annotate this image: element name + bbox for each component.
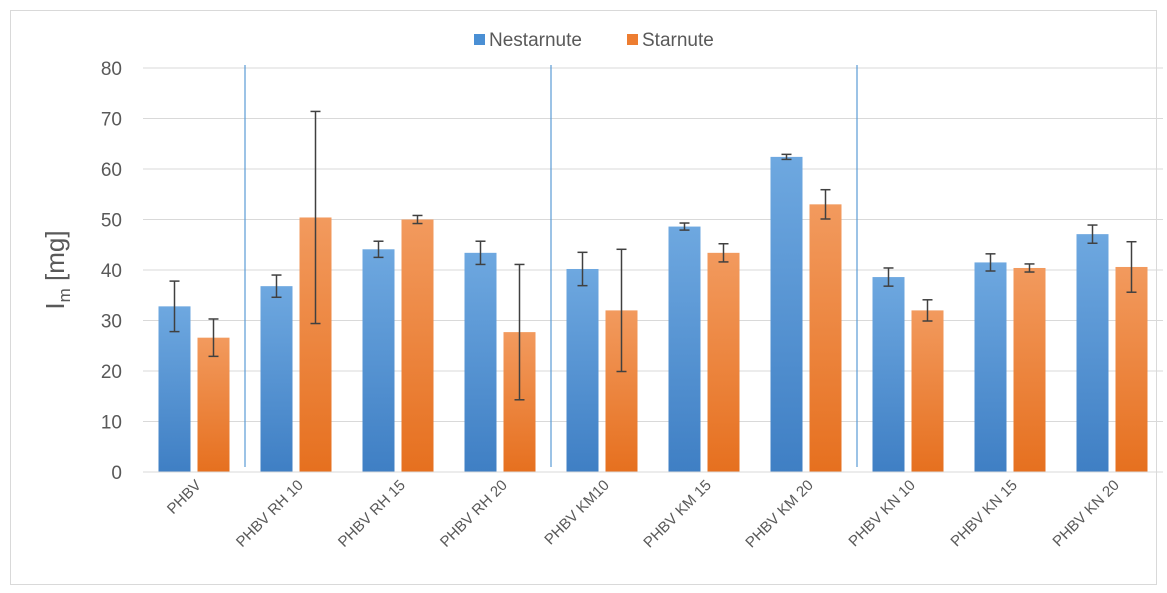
y-axis-label-main: I [40,302,70,309]
y-tick-label: 40 [101,261,122,282]
x-tick-label: PHBV KN 10 [845,477,918,550]
bar-starnute-0 [197,337,230,472]
x-tick-label: PHBV KN 20 [1049,477,1122,550]
y-axis-label: Im [mg] [40,230,74,309]
y-tick-label: 80 [101,59,122,80]
x-tick-label: PHBV KN 15 [947,477,1020,550]
y-tick-label: 50 [101,211,122,232]
y-tick-label: 70 [101,110,122,131]
x-tick-label: PHBV RH 15 [335,477,409,551]
bar-nestarnute-1 [260,286,293,472]
bar-starnute-2 [401,219,434,472]
bar-nestarnute-2 [362,249,395,472]
bar-nestarnute-7 [872,277,905,472]
x-tick-label: PHBV KM 20 [742,477,817,552]
bar-nestarnute-3 [464,252,497,472]
bar-nestarnute-9 [1076,234,1109,472]
bar-nestarnute-8 [974,262,1007,472]
bar-nestarnute-5 [668,226,701,472]
bar-starnute-6 [809,204,842,472]
bars [158,156,1148,472]
y-tick-label: 0 [111,463,122,484]
y-axis-label-sub: m [55,288,74,302]
bar-nestarnute-6 [770,156,803,472]
y-tick-label: 20 [101,362,122,383]
x-tick-label: PHBV RH 20 [437,477,511,551]
x-axis-ticks: PHBV PHBV RH 10 PHBV RH 15 PHBV RH 20 PHBV K… [164,477,1123,552]
legend-swatch-nestarnute [474,34,485,45]
bar-starnute-8 [1013,267,1046,472]
legend: Nestarnute Starnute [474,30,714,51]
x-tick-label: PHBV [164,477,205,518]
bar-starnute-7 [911,310,944,472]
x-tick-label: PHBV RH 10 [233,477,307,551]
legend-label-starnute: Starnute [642,30,714,51]
y-axis-ticks: 0 10 20 30 40 50 60 70 80 [101,59,122,484]
legend-swatch-starnute [627,34,638,45]
y-tick-label: 30 [101,312,122,333]
y-axis-label-unit: [mg] [40,230,70,288]
grid-lines [143,67,1163,422]
x-tick-label: PHBV KM10 [541,477,613,549]
legend-label-nestarnute: Nestarnute [489,30,582,51]
x-tick-label: PHBV KM 15 [640,477,715,552]
bar-starnute-5 [707,252,740,472]
error-bars [169,110,1137,401]
y-tick-label: 60 [101,160,122,181]
bar-nestarnute-0 [158,306,191,472]
y-tick-label: 10 [101,413,122,434]
bar-nestarnute-4 [566,268,599,472]
bar-starnute-9 [1115,266,1148,472]
group-separators [244,65,858,467]
